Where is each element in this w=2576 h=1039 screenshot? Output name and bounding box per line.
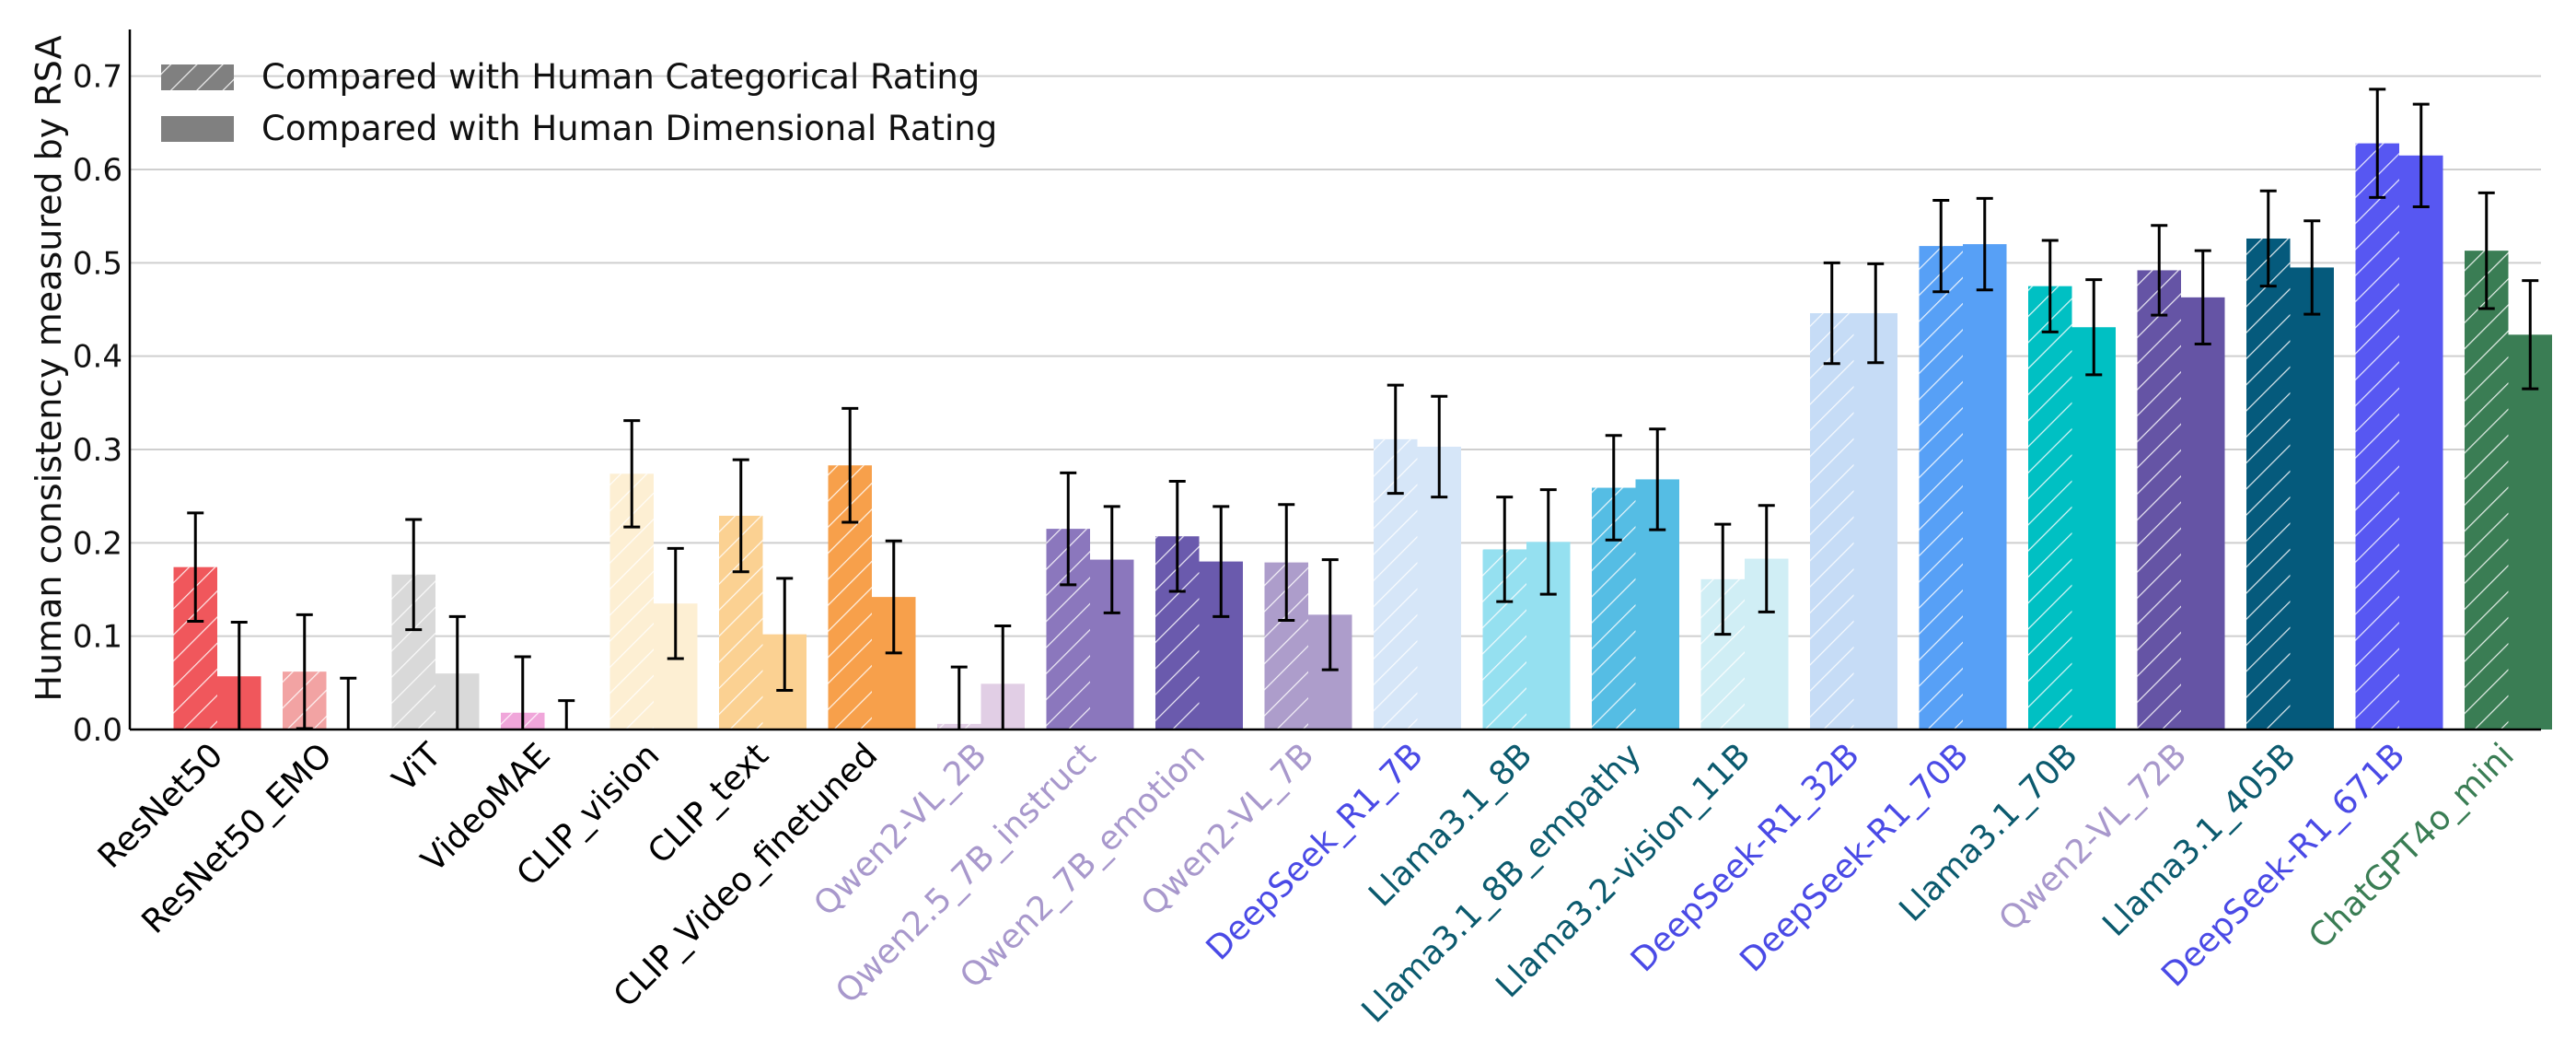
legend-label-categorical: Compared with Human Categorical Rating (261, 57, 980, 97)
bar-hatch-categorical (1810, 313, 1854, 730)
y-tick-label: 0.2 (73, 525, 122, 562)
bar-dimensional (2399, 155, 2443, 730)
bar-dimensional (2290, 267, 2334, 730)
bar-hatch-categorical (2465, 251, 2509, 730)
bar-hatch-categorical (1919, 246, 1963, 730)
bar-hatch-categorical (2028, 286, 2072, 730)
x-tick-label: DeepSeek_R1_7B (1200, 736, 1431, 967)
y-tick-label: 0.7 (73, 59, 122, 96)
y-axis-label: Human consistency measured by RSA (29, 35, 69, 701)
y-tick-label: 0.4 (73, 339, 122, 376)
gridlines (130, 75, 2541, 637)
bar-hatch-categorical (2137, 270, 2181, 730)
x-tick-label: Llama3.1_405B (2095, 736, 2303, 944)
error-bars (187, 88, 2539, 730)
legend-item-categorical: Compared with Human Categorical Rating (161, 57, 980, 97)
bar-dimensional (1853, 313, 1897, 730)
y-tick-label: 0.1 (73, 619, 122, 656)
y-tick-label: 0.5 (73, 245, 122, 282)
legend-label-dimensional: Compared with Human Dimensional Rating (261, 109, 997, 148)
bar-hatch-categorical (2246, 238, 2291, 730)
bar-dimensional (2181, 297, 2225, 730)
y-tick-label: 0.0 (73, 712, 122, 749)
y-tick-label: 0.3 (73, 432, 122, 469)
bar-dimensional (2508, 334, 2552, 730)
x-tick-label: ResNet50_EMO (135, 736, 340, 940)
y-tick-label: 0.6 (73, 152, 122, 189)
x-tick-label: ViT (386, 736, 449, 800)
bar-dimensional (1963, 244, 2007, 730)
legend-swatch-hatched-pattern (161, 64, 234, 90)
bars (173, 143, 2552, 730)
axes (128, 29, 2541, 731)
x-tick-label: ChatGPT4o_mini (2302, 736, 2522, 956)
x-tick-label: Qwen2-VL_72B (1992, 736, 2195, 939)
legend-item-dimensional: Compared with Human Dimensional Rating (161, 109, 997, 148)
legend-swatch-solid (161, 116, 234, 142)
y-tick-labels: 0.0 0.1 0.2 0.3 0.4 0.5 0.6 0.7 (73, 59, 122, 749)
bar-hatch-categorical (2355, 143, 2399, 730)
legend: Compared with Human Categorical Rating C… (161, 57, 997, 148)
bar-dimensional (2071, 327, 2116, 730)
